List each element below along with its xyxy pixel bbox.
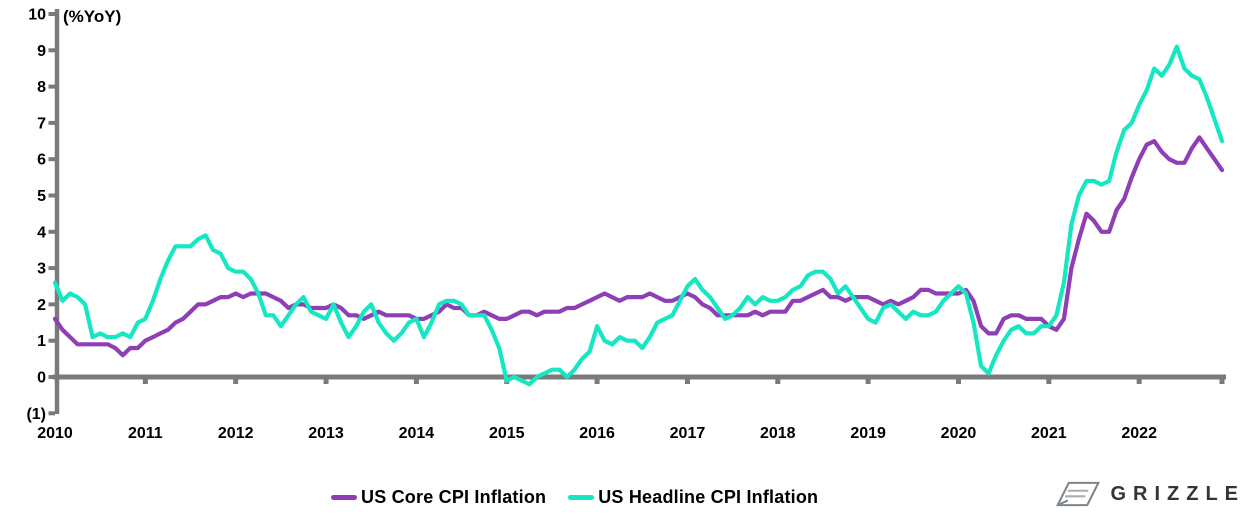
x-axis-tick-label: 2017 — [670, 425, 706, 442]
grizzle-logo: GRIZZLE — [1053, 479, 1238, 509]
x-axis-tick — [594, 379, 600, 384]
core-cpi-line — [52, 135, 1225, 358]
x-axis-tick — [413, 379, 419, 384]
headline-cpi-line-swatch — [568, 495, 595, 500]
x-axis-tick — [233, 379, 239, 384]
y-axis-unit-label: (%YoY) — [63, 7, 121, 26]
y-axis-tick-label: 10 — [28, 7, 46, 24]
x-axis-tick — [1136, 379, 1142, 384]
legend-label-core-cpi: US Core CPI Inflation — [361, 487, 547, 507]
x-axis-tick-label: 2020 — [941, 425, 977, 442]
y-axis-tick — [48, 157, 55, 162]
grizzle-logo-icon — [1056, 481, 1101, 507]
x-axis-tick-label: 2014 — [399, 425, 435, 442]
y-axis-tick-label: (1) — [26, 406, 46, 423]
x-axis-tick — [323, 379, 329, 384]
legend-item-headline-cpi: US Headline CPI Inflation — [568, 487, 818, 508]
y-axis-tick — [48, 84, 55, 89]
y-axis-tick — [48, 411, 55, 416]
y-axis-tick-label: 2 — [37, 297, 46, 314]
x-axis-tick-label: 2012 — [218, 425, 254, 442]
x-axis-tick-label: 2019 — [850, 425, 886, 442]
y-axis-tick-label: 1 — [37, 333, 46, 350]
core-cpi-line-swatch — [331, 495, 357, 500]
legend: US Core CPI Inflation US Headline CPI In… — [331, 487, 818, 508]
x-axis-tick — [955, 379, 961, 384]
x-axis-tick — [142, 379, 148, 384]
y-axis-tick-label: 8 — [37, 79, 46, 96]
legend-label-headline-cpi: US Headline CPI Inflation — [598, 487, 819, 507]
y-axis-tick-label: 7 — [37, 115, 46, 132]
y-axis-tick-label: 3 — [37, 261, 46, 278]
x-axis-tick-label: 2021 — [1031, 425, 1067, 442]
y-axis-tick — [48, 12, 55, 16]
grizzle-wordmark: GRIZZLE — [1110, 482, 1245, 505]
y-axis-tick — [48, 375, 55, 379]
x-axis-tick — [684, 379, 690, 384]
y-axis-tick — [48, 193, 55, 198]
x-axis-tick — [1046, 379, 1052, 384]
x-axis-tick — [865, 379, 871, 384]
y-axis-tick-label: 5 — [37, 188, 46, 205]
y-axis-tick — [48, 302, 55, 307]
y-axis-tick — [48, 120, 55, 125]
y-axis-tick-label: 9 — [37, 43, 46, 60]
x-axis-tick-label: 2013 — [308, 425, 344, 442]
x-axis-tick-label: 2011 — [128, 425, 163, 442]
y-axis-tick — [48, 48, 55, 53]
x-axis-end-tick — [1219, 379, 1225, 384]
x-axis-tick — [775, 379, 781, 384]
y-axis-tick — [48, 229, 55, 234]
y-axis-tick-label: 0 — [37, 370, 46, 387]
y-axis-tick-label: 6 — [37, 152, 46, 169]
y-axis-tick-label: 4 — [37, 224, 46, 241]
x-axis-tick-label: 2018 — [760, 425, 796, 442]
x-axis-tick-label: 2016 — [579, 425, 615, 442]
x-axis-tick-label: 2015 — [489, 425, 525, 442]
x-axis-tick-label: 2022 — [1121, 425, 1157, 442]
y-axis-tick — [48, 266, 55, 271]
legend-item-core-cpi: US Core CPI Inflation — [331, 487, 546, 508]
headline-cpi-line — [52, 44, 1225, 387]
y-axis-tick — [48, 338, 55, 343]
x-axis-tick-label: 2010 — [37, 425, 73, 442]
